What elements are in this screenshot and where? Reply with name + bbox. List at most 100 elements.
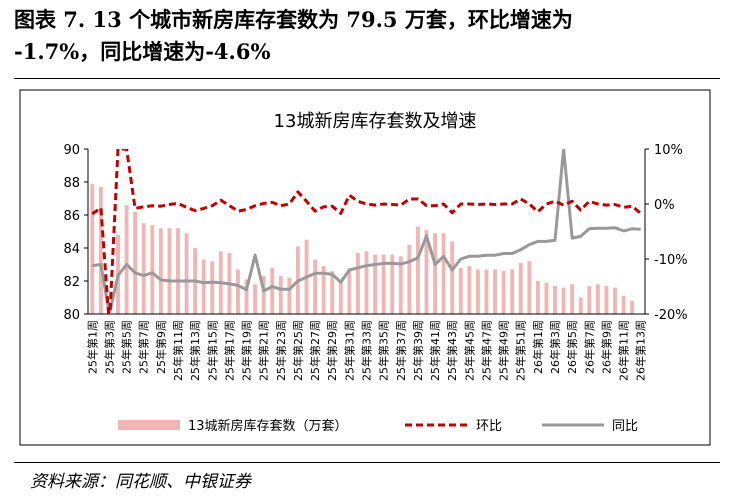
right-axis-tick-label: -10%: [654, 253, 688, 268]
legend-label-yoy: 同比: [612, 419, 638, 434]
inventory-bar: [475, 269, 480, 314]
inventory-bar: [338, 281, 343, 314]
title-divider: [14, 78, 720, 79]
inventory-bar: [98, 186, 103, 314]
inventory-bar: [244, 279, 249, 314]
inventory-bar: [287, 277, 292, 314]
x-axis-tick-label: 26年第13周: [634, 320, 648, 381]
x-axis-tick-label: 25年第51周: [514, 320, 528, 381]
x-axis-tick-label: 25年第29周: [325, 320, 339, 381]
footer-divider: [14, 462, 720, 463]
inventory-bar: [407, 244, 412, 314]
inventory-bar: [381, 254, 386, 314]
inventory-bar: [441, 233, 446, 314]
legend-swatch-inventory: [118, 420, 180, 430]
x-axis-tick-label: 26年第7周: [582, 320, 596, 374]
inventory-bar: [150, 224, 155, 314]
inventory-bar: [501, 271, 506, 314]
inventory-bar: [141, 223, 146, 314]
left-axis-tick-label: 84: [63, 242, 80, 257]
figure-title-line-2: -1.7%，同比增速为-4.6%: [14, 39, 271, 64]
inventory-bar: [630, 300, 635, 314]
inventory-bar: [527, 261, 532, 314]
x-axis-tick-label: 25年第49周: [497, 320, 511, 381]
inventory-bar: [424, 229, 429, 314]
x-axis-tick-label: 25年第11周: [171, 320, 185, 381]
inventory-bar: [553, 285, 557, 314]
x-axis-tick-label: 25年第19周: [240, 320, 254, 381]
inventory-bar: [167, 228, 172, 314]
inventory-bar: [124, 205, 129, 314]
left-axis-tick-label: 86: [63, 209, 80, 224]
x-axis-tick-label: 25年第5周: [120, 320, 134, 374]
x-axis-tick-label: 25年第1周: [85, 320, 99, 374]
x-axis-tick-label: 25年第15周: [205, 320, 219, 381]
inventory-bar: [330, 271, 335, 314]
left-axis-tick-label: 80: [63, 308, 80, 323]
x-axis-tick-label: 25年第13周: [188, 320, 202, 381]
inventory-bar: [467, 266, 472, 314]
x-axis-tick-label: 26年第1周: [531, 320, 545, 374]
x-axis-tick-label: 25年第37周: [394, 320, 408, 381]
x-axis-tick-label: 25年第21周: [257, 320, 271, 381]
inventory-bar: [90, 183, 95, 314]
x-axis-tick-label: 25年第7周: [137, 320, 151, 374]
right-axis-tick-label: 10%: [654, 143, 683, 158]
inventory-bar: [450, 241, 455, 314]
x-axis-tick-label: 25年第17周: [222, 320, 236, 381]
inventory-bar: [535, 281, 540, 314]
inventory-bar: [184, 233, 189, 314]
inventory-bar: [321, 266, 326, 314]
inventory-bar: [587, 285, 592, 314]
inventory-bar: [253, 284, 258, 314]
inventory-bar: [347, 269, 352, 314]
x-axis-tick-label: 26年第5周: [565, 320, 579, 374]
left-axis-tick-label: 90: [63, 143, 80, 158]
x-axis-tick-label: 25年第39周: [411, 320, 425, 381]
figure-title: 图表 7. 13 个城市新房库存套数为 79.5 万套，环比增速为 -1.7%，…: [14, 4, 734, 68]
inventory-bar: [390, 254, 395, 314]
x-axis-tick-label: 25年第43周: [445, 320, 459, 381]
inventory-bar: [270, 267, 275, 314]
right-axis-tick-label: 0%: [654, 198, 675, 213]
source-note: 资料来源：同花顺、中银证券: [30, 472, 251, 492]
inventory-bar: [484, 269, 489, 314]
inventory-bar: [561, 287, 566, 314]
inventory-bar: [493, 269, 497, 314]
x-axis-tick-label: 25年第45周: [462, 320, 476, 381]
inventory-bar: [201, 259, 206, 314]
x-axis-tick-label: 25年第27周: [308, 320, 322, 381]
x-axis-tick-label: 25年第9周: [154, 320, 168, 374]
left-axis-tick-label: 82: [63, 275, 80, 290]
x-axis-tick-label: 25年第47周: [479, 320, 493, 381]
inventory-bar: [570, 284, 575, 314]
inventory-chart: 13城新房库存套数及增速 80 82 84 86 88 90 10% 0% -10% -20% 25…: [19, 89, 711, 446]
inventory-bar: [544, 282, 549, 314]
inventory-bar: [356, 252, 360, 314]
inventory-bar: [518, 262, 523, 314]
inventory-bar: [398, 256, 403, 314]
inventory-bar: [415, 226, 420, 314]
inventory-bar: [236, 269, 240, 314]
inventory-bar: [373, 254, 377, 314]
inventory-bar: [133, 211, 138, 314]
mom-line: [91, 149, 642, 314]
x-axis-tick-label: 25年第25周: [291, 320, 305, 381]
inventory-bar: [510, 269, 515, 314]
inventory-bar: [158, 228, 163, 314]
inventory-bar: [595, 284, 600, 314]
inventory-bar: [278, 276, 283, 314]
inventory-bar: [578, 297, 583, 314]
chart-title: 13城新房库存套数及增速: [274, 111, 477, 132]
inventory-bar: [313, 259, 318, 314]
inventory-bar: [604, 285, 609, 314]
x-axis-tick-label: 25年第3周: [102, 320, 116, 374]
x-axis-tick-label: 25年第35周: [377, 320, 391, 381]
x-axis-tick-label: 25年第31周: [342, 320, 356, 381]
inventory-bar: [364, 251, 369, 314]
inventory-bar: [210, 261, 215, 314]
x-axis-tick-label: 26年第9周: [599, 320, 613, 374]
right-axis-tick-label: -20%: [654, 308, 688, 323]
figure-title-line-1: 图表 7. 13 个城市新房库存套数为 79.5 万套，环比增速为: [14, 7, 573, 32]
inventory-bar: [458, 267, 463, 314]
